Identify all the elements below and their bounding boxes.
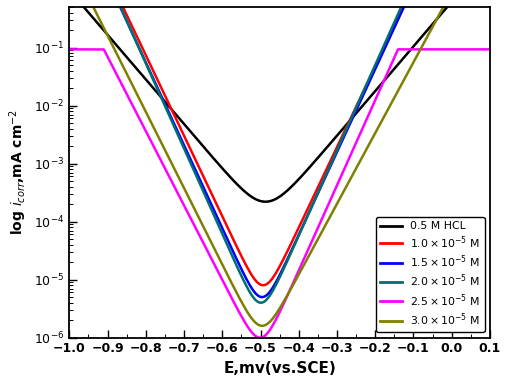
Y-axis label: log $i_{corr}$,mA cm$^{-2}$: log $i_{corr}$,mA cm$^{-2}$ [7, 109, 28, 235]
2.5 × 10⁻⁵ M [474, 47, 480, 52]
Line: 1.0 × 10⁻⁵ M: 1.0 × 10⁻⁵ M [69, 0, 490, 285]
0.5 M HCL [263, 200, 269, 204]
1.0 × 10⁻⁵ M [372, 65, 378, 69]
0.5 M HCL [266, 199, 272, 204]
2.5 × 10⁻⁵ M [453, 47, 459, 52]
2.5 × 10⁻⁵ M [257, 336, 263, 340]
0.5 M HCL [246, 193, 252, 198]
X-axis label: E,mv(vs.SCE): E,mv(vs.SCE) [223, 361, 336, 376]
1.0 × 10⁻⁵ M [266, 280, 272, 285]
0.5 M HCL [243, 190, 249, 195]
1.0 × 10⁻⁵ M [260, 283, 266, 288]
Line: 0.5 M HCL: 0.5 M HCL [69, 0, 490, 202]
Line: 2.0 × 10⁻⁵ M: 2.0 × 10⁻⁵ M [69, 0, 490, 303]
0.5 M HCL [372, 89, 378, 93]
Line: 3.0 × 10⁻⁵ M: 3.0 × 10⁻⁵ M [69, 0, 490, 326]
2.5 × 10⁻⁵ M [266, 329, 272, 333]
1.5 × 10⁻⁵ M [259, 295, 265, 300]
3.0 × 10⁻⁵ M [243, 308, 249, 312]
1.5 × 10⁻⁵ M [246, 282, 252, 287]
1.0 × 10⁻⁵ M [243, 263, 249, 267]
2.0 × 10⁻⁵ M [372, 63, 378, 68]
2.0 × 10⁻⁵ M [266, 294, 272, 299]
2.0 × 10⁻⁵ M [246, 289, 252, 294]
Line: 2.5 × 10⁻⁵ M: 2.5 × 10⁻⁵ M [69, 49, 490, 338]
1.5 × 10⁻⁵ M [266, 290, 272, 295]
1.5 × 10⁻⁵ M [243, 276, 249, 281]
1.5 × 10⁻⁵ M [372, 67, 378, 72]
2.0 × 10⁻⁵ M [243, 283, 249, 288]
Legend: 0.5 M HCL, $1.0 \times 10^{-5}$ M, $1.5 \times 10^{-5}$ M, $2.0 \times 10^{-5}$ : 0.5 M HCL, $1.0 \times 10^{-5}$ M, $1.5 … [375, 217, 485, 332]
3.0 × 10⁻⁵ M [246, 313, 252, 318]
3.0 × 10⁻⁵ M [372, 131, 378, 136]
2.5 × 10⁻⁵ M [372, 98, 378, 103]
2.5 × 10⁻⁵ M [246, 327, 252, 332]
2.0 × 10⁻⁵ M [258, 300, 264, 305]
2.5 × 10⁻⁵ M [487, 47, 493, 52]
2.5 × 10⁻⁵ M [243, 322, 249, 326]
1.0 × 10⁻⁵ M [246, 269, 252, 273]
Line: 1.5 × 10⁻⁵ M: 1.5 × 10⁻⁵ M [69, 0, 490, 297]
3.0 × 10⁻⁵ M [259, 324, 265, 328]
2.5 × 10⁻⁵ M [66, 47, 72, 52]
3.0 × 10⁻⁵ M [266, 320, 272, 325]
